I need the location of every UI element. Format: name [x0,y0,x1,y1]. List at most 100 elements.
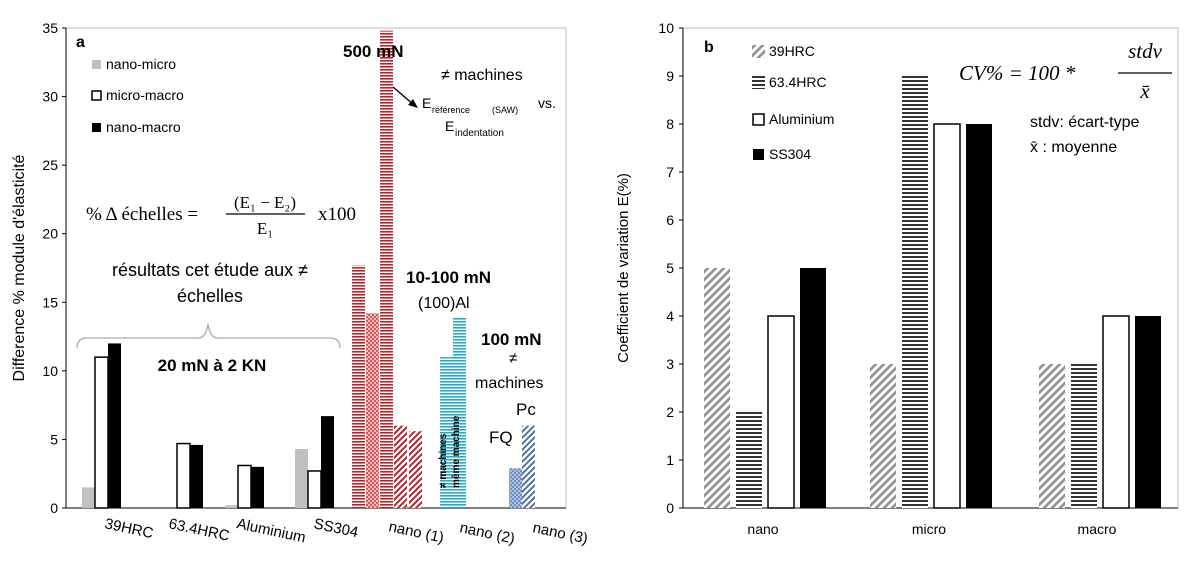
legend-swatch-39hrc [752,45,765,58]
bar-nano-3-1 [509,468,522,508]
left-y-tick-20: 20 [42,226,58,242]
bar-39hrc-nano-micro [82,487,95,508]
formula-lhs: % Δ échelles = [86,204,198,225]
cv-numerator: stdv [1128,39,1163,63]
bar-aluminium-nano-micro [225,505,238,508]
left-chart: 0 5 10 15 20 25 30 35 39HRC 63.4HRC Aluminium SS30… [11,20,589,548]
bar-nano-1-4 [394,425,407,508]
left-y-axis-label: Difference % module d'élasticité [11,154,28,381]
results-note-line1: résultats cet étude aux ≠ [112,260,308,280]
legend-swatch-nano-micro [92,60,101,69]
e-ref-main: E [422,95,431,111]
annotation-fq: FQ [489,428,513,447]
bar-nano-1-3 [380,30,393,508]
right-x-tick-micro: micro [912,521,946,537]
e-ref-sub: référence [432,105,470,115]
annotation-machines: machines [475,375,543,392]
legend-swatch-ss304 [753,149,764,160]
stdv-definition: stdv: écart-type [1030,114,1139,131]
bar-macro-aluminium [1102,315,1130,509]
left-x-ticks: 39HRC 63.4HRC Aluminium SS304 nano (1) nano (… [103,515,589,547]
annotation-neq: ≠ [509,350,517,367]
bar-micro-aluminium [933,123,961,509]
bar-macro-ss304 [1135,316,1161,508]
cv-lhs: CV% = 100 * [959,61,1076,85]
left-x-tick-nano-1: nano (1) [387,518,445,546]
left-y-tick-30: 30 [42,89,58,105]
annotation-vert-same-machine: même machine [451,415,462,488]
legend-swatch-micro-macro [91,90,102,101]
bar-micro-ss304 [966,124,992,508]
bar-39hrc-nano-macro [108,343,121,508]
left-y-tick-35: 35 [42,20,58,36]
legend-nano-macro: nano-macro [106,119,181,135]
annotation-10-100mn: 10-100 mN [406,268,491,287]
e-ind-main: E [445,118,454,134]
bar-aluminium-micro-macro [237,464,252,509]
bar-micro-39hrc [870,364,896,508]
cv-formula: CV% = 100 * stdv x̄ [959,39,1172,103]
right-x-tick-nano: nano [747,521,778,537]
bar-nano-aluminium [767,315,795,509]
range-label: 20 mN à 2 KN [158,356,267,375]
bar-ss304-nano-macro [321,416,334,508]
range-brace [76,323,341,349]
legend-39hrc: 39HRC [769,43,815,59]
left-x-tick-aluminium: Aluminium [235,515,307,546]
formula-denominator: E₁ [257,219,273,238]
cv-denominator: x̄ [1139,79,1150,103]
bar-nano-1-2 [366,313,379,508]
legend-swatch-nano-macro [92,123,101,132]
annotation-100mn: 100 mN [481,330,541,349]
right-legend: 39HRC 63.4HRC Aluminium SS304 [752,43,834,162]
bar-nano-2-2 [453,317,466,508]
bar-nano-1-1 [352,265,365,508]
bar-macro-39hrc [1039,364,1065,508]
right-y-tick-3: 3 [666,356,674,372]
left-bars [82,30,535,509]
left-x-tick-ss304: SS304 [312,515,360,541]
right-y-tick-2: 2 [666,404,674,420]
left-y-tick-25: 25 [42,157,58,173]
bar-macro-63-4hrc [1071,364,1097,508]
annotation-100-al: (100)Al [418,295,470,312]
bar-aluminium-nano-macro [251,466,264,508]
right-y-tick-9: 9 [666,68,674,84]
legend-63hrc: 63.4HRC [769,74,827,90]
left-x-tick-nano-3: nano (3) [531,519,589,547]
left-y-tick-5: 5 [50,431,58,447]
annotation-arrow-head [408,99,418,108]
bar-nano-2-1 [440,357,453,508]
e-ind-sub: indentation [455,128,504,139]
bar-ss304-micro-macro [307,470,322,509]
bar-nano-39hrc [704,268,730,508]
e-ref-vs: vs. [538,95,556,111]
annotation-e-reference: E référence (SAW) vs. E indentation [422,95,556,139]
right-y-ticks: 0 1 2 3 4 5 6 7 8 9 10 [658,20,683,516]
formula-multiplier: x100 [318,204,356,225]
left-x-tick-63-4hrc: 63.4HRC [167,515,231,544]
bar-39hrc-micro-macro [94,356,109,509]
legend-swatch-63hrc [752,76,765,89]
left-y-tick-15: 15 [42,294,58,310]
results-note-line2: échelles [177,286,243,306]
right-y-tick-5: 5 [666,260,674,276]
legend-ss304: SS304 [769,146,811,162]
legend-swatch-aluminium [752,113,765,126]
delta-formula: % Δ échelles = (E₁ − E₂) E₁ x100 [86,193,356,238]
bar-63-4hrc-nano-macro [190,444,203,508]
right-y-tick-4: 4 [666,308,674,324]
annotation-diff-machines: ≠ machines [441,67,523,84]
bar-nano-ss304 [800,268,826,508]
bar-nano-63-4hrc [736,412,762,508]
right-y-tick-8: 8 [666,116,674,132]
right-y-tick-1: 1 [666,452,674,468]
right-bars [704,76,1161,509]
annotation-pc: Pc [516,400,536,419]
e-ref-saw: (SAW) [492,105,518,115]
right-x-ticks: nano micro macro [747,521,1116,537]
right-y-axis-label: Coefficient de variation E(%) [615,173,632,363]
bar-micro-63-4hrc [902,76,928,508]
right-x-tick-macro: macro [1078,521,1117,537]
legend-aluminium: Aluminium [769,111,834,127]
